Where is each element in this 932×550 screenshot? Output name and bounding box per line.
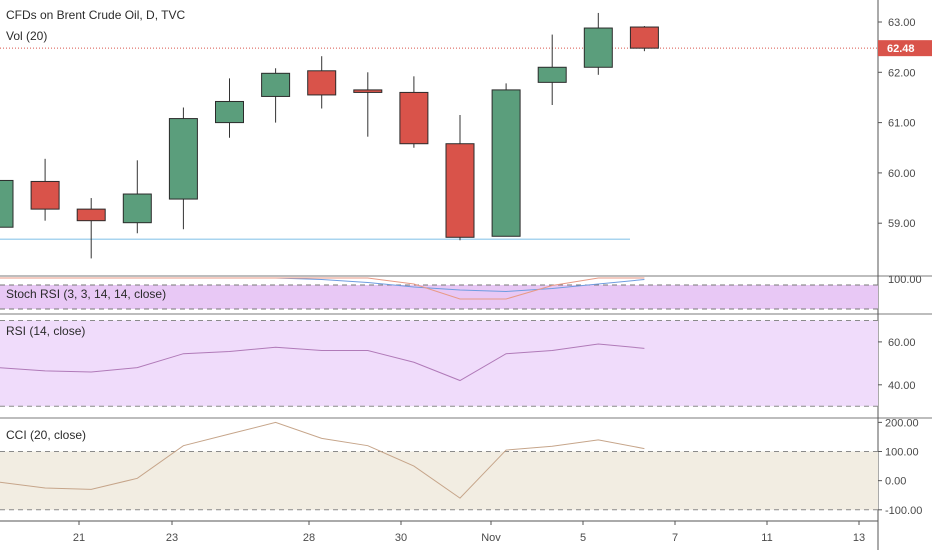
stoch-rsi-label: Stoch RSI (3, 3, 14, 14, close) [6,287,167,301]
candle-up [0,179,14,228]
x-tick-label: 21 [73,532,85,544]
candle-up [122,193,152,224]
y-tick-label: 0.00 [885,476,906,488]
y-tick-label: 40.00 [888,380,916,392]
candle-up [168,118,198,200]
y-tick-label: 62.00 [888,67,916,79]
x-tick-label: Nov [481,532,501,544]
candle-down [445,143,475,238]
candle-up [261,72,291,97]
x-tick-label: 7 [672,532,678,544]
y-tick-label: -100.00 [885,505,922,517]
y-tick-label: 61.00 [888,118,916,130]
candle-down [76,208,106,222]
last-price-tag [878,40,932,57]
y-tick-label: 100.00 [888,274,922,286]
y-tick-label: 60.00 [888,337,916,349]
candle-down [353,89,383,93]
x-tick-label: 5 [580,532,586,544]
x-tick-label: 23 [166,532,178,544]
y-tick-label: 200.00 [885,417,919,429]
rsi-label: RSI (14, close) [6,324,86,338]
candle-down [399,91,429,145]
y-tick-label: 63.00 [888,17,916,29]
candle-up [491,89,521,237]
cci-series-line [0,421,645,499]
volume-label: Vol (20) [6,29,48,43]
candle-down [629,26,659,49]
candle-down [307,70,337,96]
x-tick-label: 13 [853,532,865,544]
symbol-title: CFDs on Brent Crude Oil, D, TVC [6,8,186,22]
y-tick-label: 59.00 [888,218,916,230]
rsi-series-line [0,343,645,382]
cci-band [0,451,878,510]
last-price-label: 62.48 [887,43,915,55]
stoch-series-line [0,277,645,300]
rsi-band [0,320,878,407]
y-tick-label: 60.00 [888,168,916,180]
x-tick-label: 11 [761,532,772,544]
candle-up [215,100,244,124]
x-tick-label: 28 [303,532,315,544]
candle-up [537,66,567,83]
x-tick-label: 30 [395,532,407,544]
candle-down [30,180,60,210]
candle-up [583,27,613,68]
y-tick-label: 100.00 [885,447,919,459]
cci-label: CCI (20, close) [6,428,87,442]
